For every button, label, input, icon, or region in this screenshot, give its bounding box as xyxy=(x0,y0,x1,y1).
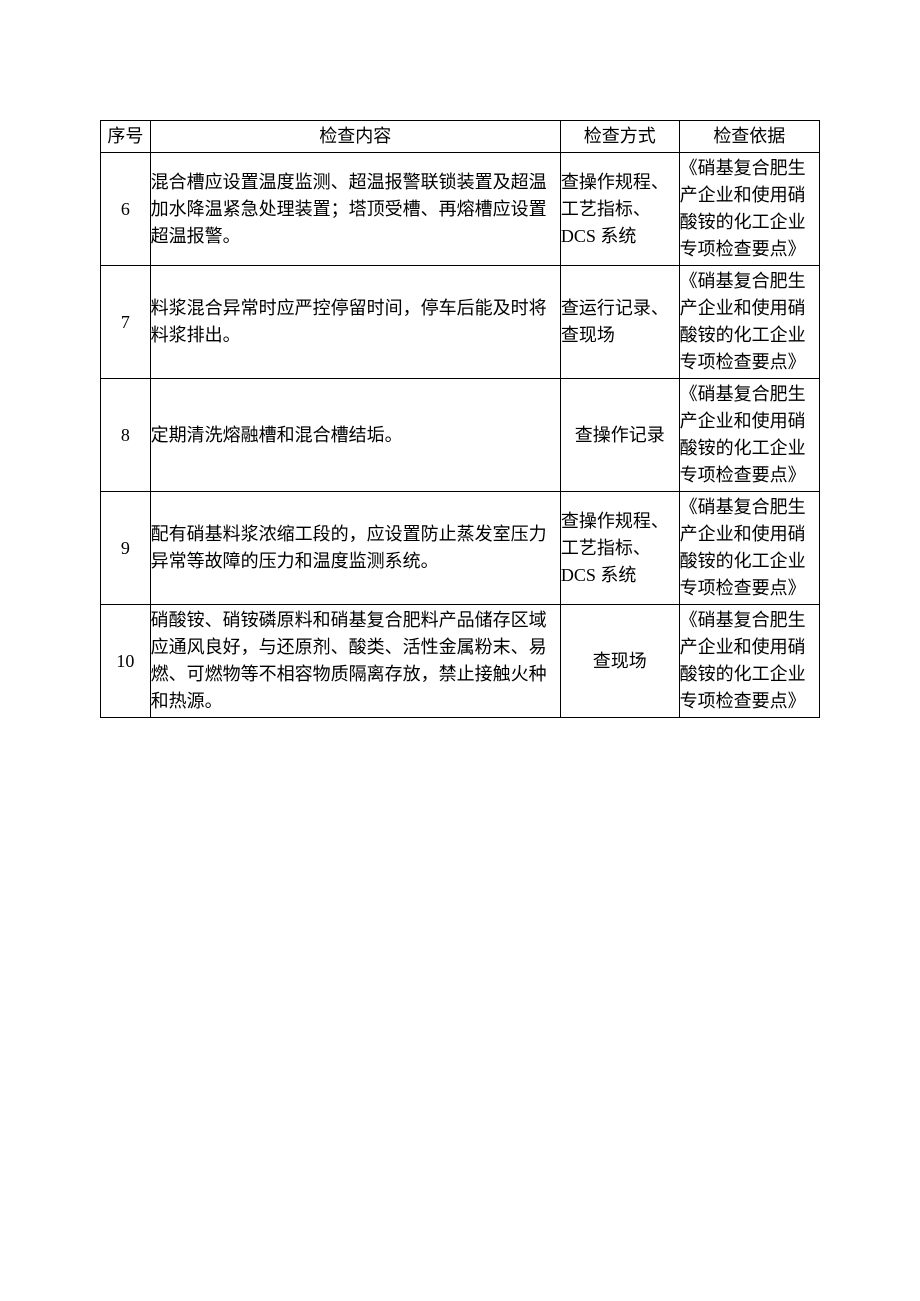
table-header: 序号 检查内容 检查方式 检查依据 xyxy=(101,121,820,153)
cell-method: 查操作规程、工艺指标、DCS 系统 xyxy=(560,153,679,266)
cell-basis: 《硝基复合肥生产企业和使用硝酸铵的化工企业专项检查要点》 xyxy=(679,379,819,492)
cell-method: 查现场 xyxy=(560,605,679,718)
cell-basis: 《硝基复合肥生产企业和使用硝酸铵的化工企业专项检查要点》 xyxy=(679,153,819,266)
cell-seq: 6 xyxy=(101,153,151,266)
cell-seq: 9 xyxy=(101,492,151,605)
table-row: 9配有硝基料浆浓缩工段的，应设置防止蒸发室压力异常等故障的压力和温度监测系统。查… xyxy=(101,492,820,605)
cell-basis: 《硝基复合肥生产企业和使用硝酸铵的化工企业专项检查要点》 xyxy=(679,605,819,718)
header-method: 检查方式 xyxy=(560,121,679,153)
table-row: 10硝酸铵、硝铵磷原料和硝基复合肥料产品储存区域应通风良好，与还原剂、酸类、活性… xyxy=(101,605,820,718)
cell-content: 料浆混合异常时应严控停留时间，停车后能及时将料浆排出。 xyxy=(150,266,560,379)
table-row: 6混合槽应设置温度监测、超温报警联锁装置及超温加水降温紧急处理装置；塔顶受槽、再… xyxy=(101,153,820,266)
cell-method: 查操作规程、工艺指标、DCS 系统 xyxy=(560,492,679,605)
cell-method: 查运行记录、查现场 xyxy=(560,266,679,379)
cell-content: 混合槽应设置温度监测、超温报警联锁装置及超温加水降温紧急处理装置；塔顶受槽、再熔… xyxy=(150,153,560,266)
cell-seq: 7 xyxy=(101,266,151,379)
cell-content: 硝酸铵、硝铵磷原料和硝基复合肥料产品储存区域应通风良好，与还原剂、酸类、活性金属… xyxy=(150,605,560,718)
table-row: 8定期清洗熔融槽和混合槽结垢。查操作记录《硝基复合肥生产企业和使用硝酸铵的化工企… xyxy=(101,379,820,492)
cell-seq: 8 xyxy=(101,379,151,492)
cell-content: 定期清洗熔融槽和混合槽结垢。 xyxy=(150,379,560,492)
inspection-table: 序号 检查内容 检查方式 检查依据 6混合槽应设置温度监测、超温报警联锁装置及超… xyxy=(100,120,820,718)
header-basis: 检查依据 xyxy=(679,121,819,153)
cell-seq: 10 xyxy=(101,605,151,718)
cell-method: 查操作记录 xyxy=(560,379,679,492)
header-content: 检查内容 xyxy=(150,121,560,153)
table-row: 7料浆混合异常时应严控停留时间，停车后能及时将料浆排出。查运行记录、查现场《硝基… xyxy=(101,266,820,379)
table-body: 6混合槽应设置温度监测、超温报警联锁装置及超温加水降温紧急处理装置；塔顶受槽、再… xyxy=(101,153,820,718)
cell-content: 配有硝基料浆浓缩工段的，应设置防止蒸发室压力异常等故障的压力和温度监测系统。 xyxy=(150,492,560,605)
cell-basis: 《硝基复合肥生产企业和使用硝酸铵的化工企业专项检查要点》 xyxy=(679,492,819,605)
header-row: 序号 检查内容 检查方式 检查依据 xyxy=(101,121,820,153)
cell-basis: 《硝基复合肥生产企业和使用硝酸铵的化工企业专项检查要点》 xyxy=(679,266,819,379)
header-seq: 序号 xyxy=(101,121,151,153)
